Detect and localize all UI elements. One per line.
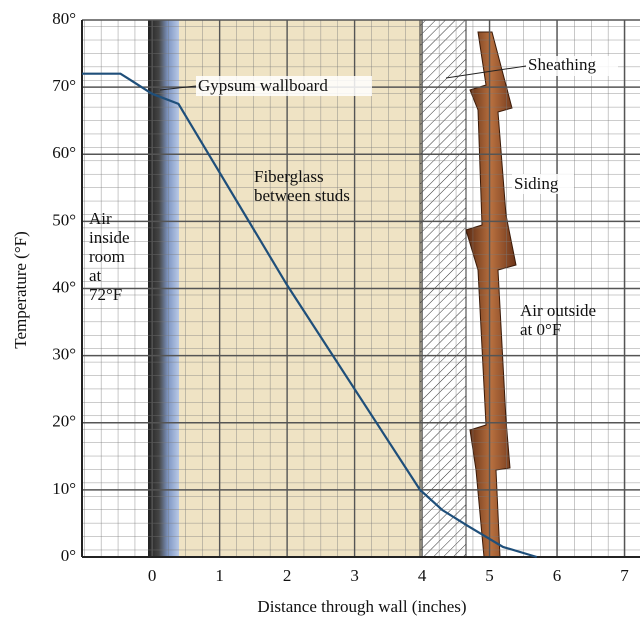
label-bg <box>526 56 618 76</box>
y-tick-label: 30° <box>52 345 76 364</box>
annotation: at <box>89 266 102 285</box>
y-axis-label: Temperature (°F) <box>11 231 30 348</box>
x-tick-label: 7 <box>620 566 629 585</box>
x-tick-label: 5 <box>485 566 494 585</box>
y-tick-label: 40° <box>52 277 76 296</box>
annotation: between studs <box>254 186 350 205</box>
leader <box>159 85 197 91</box>
x-tick-label: 2 <box>283 566 292 585</box>
leader <box>445 65 527 79</box>
annotation: inside <box>89 228 130 247</box>
annotation: Siding <box>514 174 559 193</box>
x-tick-label: 4 <box>418 566 427 585</box>
y-tick-label: 50° <box>52 210 76 229</box>
label-bg <box>512 174 574 194</box>
y-tick-label: 20° <box>52 412 76 431</box>
y-tick-label: 70° <box>52 76 76 95</box>
y-tick-label: 0° <box>61 546 76 565</box>
annotation: Fiberglass <box>254 167 324 186</box>
y-tick-label: 10° <box>52 479 76 498</box>
temperature-line <box>82 72 538 559</box>
y-tick-label: 60° <box>52 143 76 162</box>
annotation: room <box>89 247 125 266</box>
annotation: 72°F <box>89 285 122 304</box>
x-tick-label: 0 <box>148 566 157 585</box>
x-tick-label: 6 <box>553 566 562 585</box>
grid: 0° 10° 20° 30° 40° 50° 60° 70° 80° 0 1 2 3 4 5 6 7 <box>52 9 640 585</box>
annotation: Air <box>89 209 112 228</box>
x-tick-label: 3 <box>350 566 359 585</box>
annotation: Sheathing <box>528 55 596 74</box>
annotation: Air outside <box>520 301 596 320</box>
label-bg <box>196 76 372 96</box>
x-tick-label: 1 <box>215 566 224 585</box>
annotation: at 0°F <box>520 320 561 339</box>
annotation: Gypsum wallboard <box>198 76 328 95</box>
plot: Gypsum wallboard Sheathing Fiberglassbetwe… <box>82 55 618 559</box>
y-tick-label: 80° <box>52 9 76 28</box>
x-axis-label: Distance through wall (inches) <box>257 597 466 616</box>
